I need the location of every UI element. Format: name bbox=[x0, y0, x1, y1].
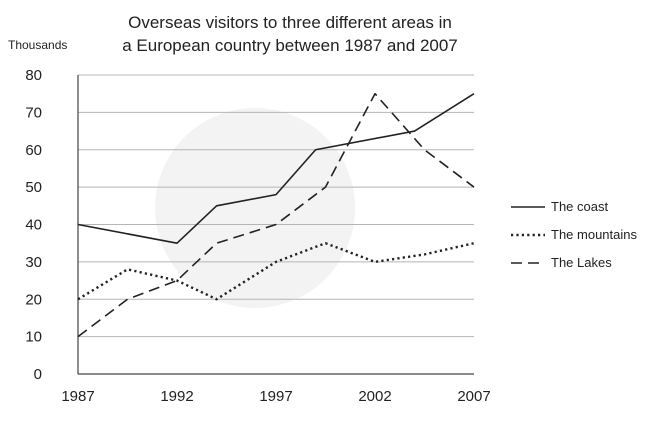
series-line-0 bbox=[77, 93, 475, 244]
y-tick-label: 80 bbox=[25, 67, 42, 84]
y-tick-label: 40 bbox=[25, 217, 42, 234]
y-tick-label: 0 bbox=[34, 366, 42, 383]
chart-title-line-2: a European country between 1987 and 2007 bbox=[122, 36, 458, 55]
y-tick-label: 70 bbox=[25, 104, 42, 121]
y-tick-label: 60 bbox=[25, 142, 42, 159]
y-tick-label: 20 bbox=[25, 291, 42, 308]
chart-title-line-1: Overseas visitors to three different are… bbox=[128, 13, 452, 32]
legend-label-0: The coast bbox=[551, 199, 608, 214]
x-tick-label: 1987 bbox=[61, 388, 94, 405]
y-axis-tick-labels: 0 10 20 30 40 50 60 70 80 bbox=[25, 67, 42, 383]
series-line-2 bbox=[77, 92, 475, 338]
series-lines bbox=[77, 92, 475, 338]
y-axis-unit-label: Thousands bbox=[8, 38, 67, 52]
legend-label-2: The Lakes bbox=[551, 255, 612, 270]
legend: The coast The mountains The Lakes bbox=[511, 199, 637, 270]
x-tick-label: 2007 bbox=[457, 388, 490, 405]
legend-label-1: The mountains bbox=[551, 227, 637, 242]
y-tick-label: 30 bbox=[25, 254, 42, 271]
x-tick-label: 1992 bbox=[160, 388, 193, 405]
watermark-logo bbox=[155, 108, 355, 308]
series-line-1 bbox=[77, 241, 475, 301]
y-tick-label: 10 bbox=[25, 329, 42, 346]
y-tick-label: 50 bbox=[25, 179, 42, 196]
x-axis-tick-labels: 1987 1992 1997 2002 2007 bbox=[61, 388, 490, 405]
x-tick-label: 1997 bbox=[259, 388, 292, 405]
x-tick-label: 2002 bbox=[358, 388, 391, 405]
